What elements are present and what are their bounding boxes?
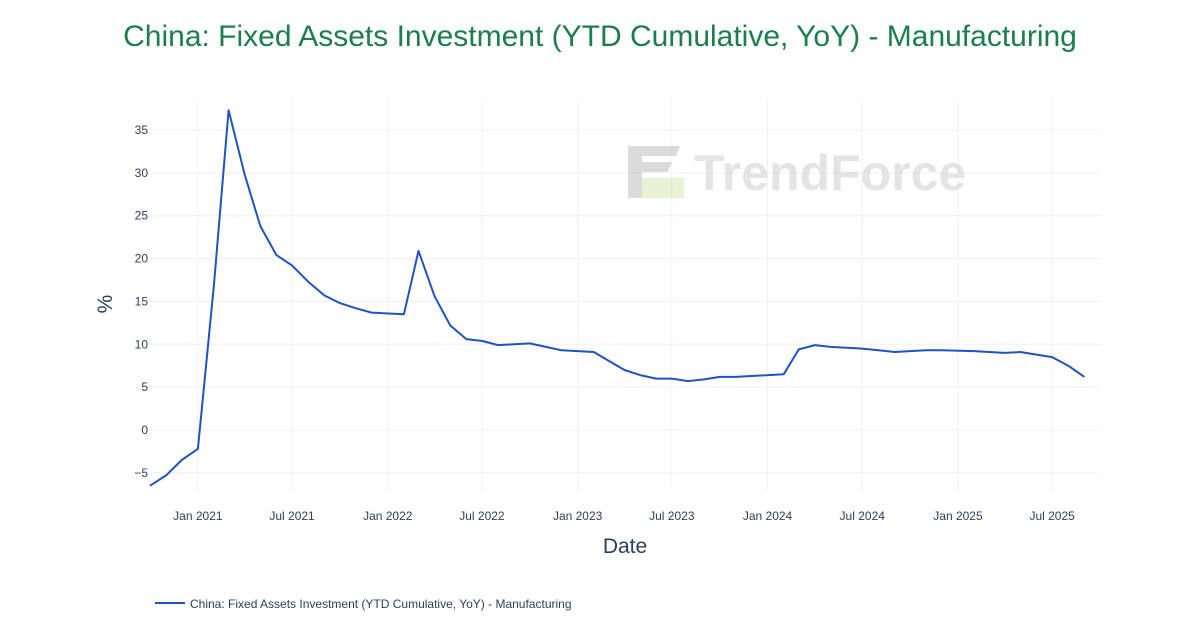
x-tick-labels: Jan 2021 Jul 2021 Jan 2022 Jul 2022 Jan 2023… — [173, 509, 1075, 523]
x-tick-label: Jan 2022 — [363, 509, 413, 523]
y-tick-label: 5 — [141, 380, 148, 394]
legend-label: China: Fixed Assets Investment (YTD Cumu… — [190, 597, 572, 611]
watermark-text: TrendForce — [694, 145, 966, 201]
x-tick-label: Jul 2022 — [459, 509, 505, 523]
x-tick-label: Jan 2024 — [743, 509, 793, 523]
trendforce-logo-icon — [628, 146, 684, 198]
x-tick-label: Jul 2024 — [840, 509, 886, 523]
x-tick-label: Jul 2025 — [1029, 509, 1075, 523]
y-tick-label: 15 — [135, 294, 149, 308]
y-tick-labels: −5 0 5 10 15 20 25 30 35 — [134, 123, 148, 480]
watermark: TrendForce — [628, 145, 966, 201]
y-tick-label: 35 — [135, 123, 149, 137]
legend[interactable]: China: Fixed Assets Investment (YTD Cumu… — [155, 597, 572, 611]
y-tick-label: 25 — [135, 209, 149, 223]
series-layer — [149, 109, 1085, 487]
y-tick-label: 30 — [135, 166, 149, 180]
series-line[interactable] — [149, 109, 1085, 487]
x-tick-label: Jul 2021 — [269, 509, 315, 523]
y-tick-label: 10 — [135, 337, 149, 351]
y-tick-label: 20 — [135, 252, 149, 266]
chart-title: China: Fixed Assets Investment (YTD Cumu… — [123, 20, 1077, 53]
x-axis-title: Date — [603, 535, 647, 558]
x-tick-label: Jul 2023 — [649, 509, 695, 523]
y-tick-label: −5 — [134, 466, 148, 480]
y-tick-label: 0 — [141, 423, 148, 437]
x-tick-label: Jan 2025 — [933, 509, 983, 523]
grid-layer — [150, 100, 1100, 490]
x-tick-label: Jan 2023 — [553, 509, 603, 523]
y-axis-title: % — [94, 295, 117, 314]
x-tick-label: Jan 2021 — [173, 509, 223, 523]
